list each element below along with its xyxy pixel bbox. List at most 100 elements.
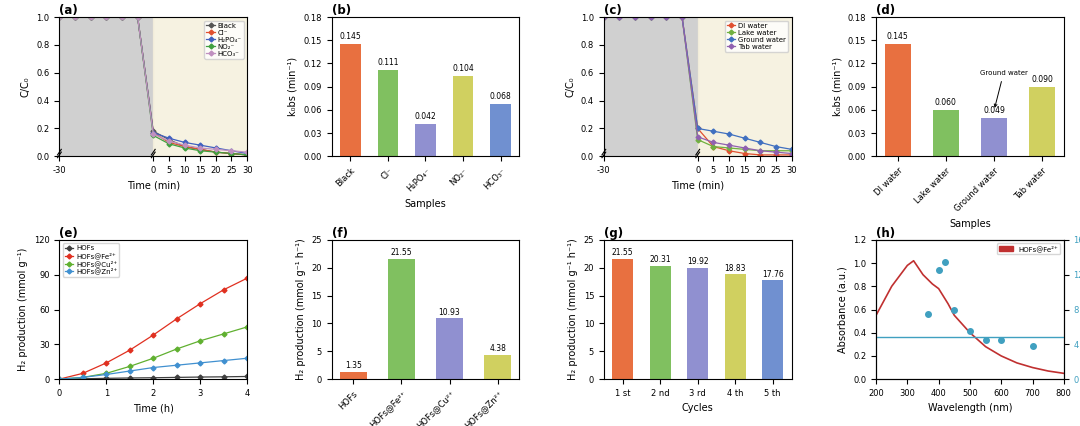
Ground water	[597, 14, 610, 20]
NO₂⁻	[147, 133, 160, 138]
Point	[936, 258, 954, 265]
HOFs	[99, 376, 112, 381]
Line: HOFs@Zn²⁺: HOFs@Zn²⁺	[57, 357, 248, 381]
X-axis label: Time (min): Time (min)	[126, 181, 180, 190]
HCO₃⁻	[162, 138, 175, 144]
Text: 17.76: 17.76	[761, 270, 784, 279]
Line: Tab water: Tab water	[603, 15, 794, 155]
Line: HOFs@Cu²⁺: HOFs@Cu²⁺	[57, 325, 248, 381]
Text: 10.93: 10.93	[438, 308, 460, 317]
Y-axis label: H₂ production (mmol g⁻¹): H₂ production (mmol g⁻¹)	[18, 248, 28, 371]
Bar	[604, 17, 698, 156]
HOFs@Cu²⁺	[53, 377, 66, 382]
Cl⁻	[178, 144, 191, 149]
HOFs@Cu²⁺	[123, 364, 136, 369]
Black	[193, 147, 206, 152]
Text: 0.042: 0.042	[415, 112, 436, 121]
Tab water	[597, 14, 610, 20]
Point	[961, 328, 978, 335]
HCO₃⁻	[178, 143, 191, 148]
Cl⁻	[131, 14, 144, 20]
Text: 0.068: 0.068	[489, 92, 512, 101]
Text: 0.145: 0.145	[339, 32, 362, 41]
Black	[241, 153, 254, 158]
Bar	[453, 76, 473, 156]
Bar	[1029, 86, 1055, 156]
HOFs@Fe²⁺	[241, 276, 254, 281]
DI water	[738, 151, 751, 156]
H₂PO₄⁻	[241, 151, 254, 156]
HOFs@Fe²⁺	[147, 332, 160, 337]
Black	[99, 14, 112, 20]
Cl⁻	[116, 14, 129, 20]
DI water	[769, 153, 782, 158]
Black	[147, 129, 160, 134]
Cl⁻	[68, 14, 81, 20]
Bar	[687, 268, 708, 379]
X-axis label: Time (h): Time (h)	[133, 403, 174, 413]
HOFs@Zn²⁺	[217, 358, 230, 363]
Text: (f): (f)	[332, 227, 348, 240]
X-axis label: Cycles: Cycles	[681, 403, 714, 413]
Text: (d): (d)	[876, 4, 895, 17]
Bar	[612, 259, 633, 379]
Text: (b): (b)	[332, 4, 351, 17]
X-axis label: Wavelength (nm): Wavelength (nm)	[928, 403, 1012, 413]
Point	[977, 337, 995, 343]
Line: HOFs@Fe²⁺: HOFs@Fe²⁺	[57, 276, 248, 381]
HCO₃⁻	[193, 145, 206, 150]
NO₂⁻	[210, 150, 222, 155]
Text: 1.35: 1.35	[345, 361, 362, 370]
Point	[993, 337, 1010, 343]
Ground water	[629, 14, 642, 20]
Y-axis label: H₂ production (mmol g⁻¹ h⁻¹): H₂ production (mmol g⁻¹ h⁻¹)	[568, 239, 578, 380]
Lake water	[645, 14, 658, 20]
HCO₃⁻	[99, 14, 112, 20]
Legend: Black, Cl⁻, H₂PO₄⁻, NO₂⁻, HCO₃⁻: Black, Cl⁻, H₂PO₄⁻, NO₂⁻, HCO₃⁻	[204, 20, 244, 59]
Black	[162, 137, 175, 142]
NO₂⁻	[131, 14, 144, 20]
Line: Ground water: Ground water	[603, 15, 794, 151]
Bar	[59, 17, 153, 156]
Ground water	[613, 14, 626, 20]
Line: HOFs: HOFs	[57, 375, 248, 381]
Lake water	[660, 14, 673, 20]
Y-axis label: C/C₀: C/C₀	[565, 76, 576, 97]
HOFs	[53, 377, 66, 382]
Y-axis label: k₀bs (min⁻¹): k₀bs (min⁻¹)	[833, 57, 842, 116]
Bar	[650, 266, 671, 379]
Tab water	[676, 14, 689, 20]
Cl⁻	[99, 14, 112, 20]
Tab water	[629, 14, 642, 20]
DI water	[629, 14, 642, 20]
Tab water	[723, 143, 735, 148]
Bar	[485, 355, 511, 379]
HOFs@Zn²⁺	[193, 360, 206, 366]
Lake water	[754, 148, 767, 153]
H₂PO₄⁻	[178, 140, 191, 145]
DI water	[723, 148, 735, 153]
Bar	[762, 280, 783, 379]
HCO₃⁻	[147, 132, 160, 137]
Text: 4.38: 4.38	[489, 344, 507, 353]
Point	[919, 311, 936, 317]
Ground water	[691, 126, 704, 131]
HOFs@Cu²⁺	[171, 346, 184, 351]
HOFs@Fe²⁺	[99, 360, 112, 366]
Text: 0.090: 0.090	[1031, 75, 1053, 83]
Line: Black: Black	[57, 15, 248, 157]
Bar	[415, 124, 436, 156]
Line: HCO₃⁻: HCO₃⁻	[57, 15, 248, 154]
HOFs@Zn²⁺	[171, 363, 184, 368]
HCO₃⁻	[84, 14, 97, 20]
HOFs@Zn²⁺	[123, 368, 136, 374]
H₂PO₄⁻	[162, 135, 175, 141]
HOFs@Fe²⁺	[171, 316, 184, 321]
Lake water	[691, 137, 704, 142]
Cl⁻	[241, 153, 254, 158]
Lake water	[723, 145, 735, 150]
Ground water	[660, 14, 673, 20]
Lake water	[629, 14, 642, 20]
HCO₃⁻	[241, 150, 254, 155]
NO₂⁻	[99, 14, 112, 20]
